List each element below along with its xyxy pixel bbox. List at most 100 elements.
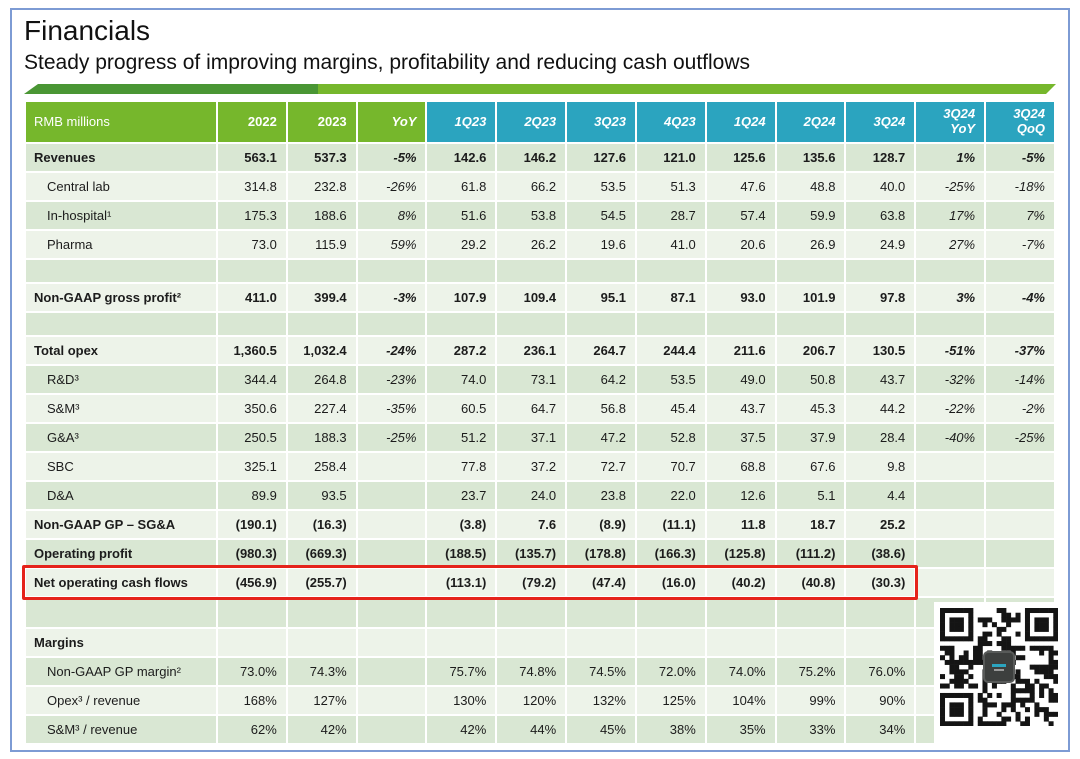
value-cell [776,260,845,282]
value-cell: 67.6 [776,453,845,480]
value-cell: 87.1 [636,284,705,311]
value-cell [567,629,635,656]
value-cell [986,511,1054,538]
value-cell [846,313,915,335]
column-header: 2023 [287,102,356,142]
row-label [26,313,216,335]
value-cell: 142.6 [427,144,496,171]
column-header: 2022 [218,102,286,142]
value-cell: 146.2 [497,144,566,171]
value-cell: 45.3 [776,395,845,422]
value-cell [916,540,985,567]
value-cell: 53.5 [636,366,705,393]
value-cell: 61.8 [427,173,496,200]
value-cell: 38% [636,716,705,743]
row-label [26,260,216,282]
table-row: Margins [26,629,1054,656]
column-header: 2Q24 [776,102,845,142]
value-cell: 73.1 [497,366,566,393]
value-cell [636,260,705,282]
header-row: RMB millions 2022 2023 YoY 1Q23 2Q23 3Q23 4Q23 1… [26,102,1054,142]
value-cell: 77.8 [427,453,496,480]
column-header: 1Q23 [427,102,496,142]
column-header: 2Q23 [497,102,566,142]
value-cell: 121.0 [636,144,705,171]
value-cell: 52.8 [636,424,705,451]
value-cell: (125.8) [706,540,775,567]
value-cell [287,313,356,335]
value-cell: (113.1) [427,569,496,596]
green-divider-bar [24,84,1056,94]
value-cell: (178.8) [567,540,635,567]
row-label: G&A³ [26,424,216,451]
value-cell: (456.9) [218,569,286,596]
row-label: S&M³ [26,395,216,422]
column-header: 3Q23 [567,102,635,142]
value-cell: 18.7 [776,511,845,538]
value-cell: (11.1) [636,511,705,538]
value-cell: 37.2 [497,453,566,480]
value-cell [986,313,1054,335]
value-cell [776,598,845,627]
value-cell: 125.6 [706,144,775,171]
value-cell: (40.2) [706,569,775,596]
value-cell: 537.3 [287,144,356,171]
value-cell [357,453,426,480]
value-cell: 75.2% [776,658,845,685]
value-cell: 132% [567,687,635,714]
value-cell: 168% [218,687,286,714]
value-cell [497,629,566,656]
value-cell: 264.8 [287,366,356,393]
value-cell: 44.2 [846,395,915,422]
value-cell: 250.5 [218,424,286,451]
value-cell: 43.7 [706,395,775,422]
value-cell: 59.9 [776,202,845,229]
value-cell: 45% [567,716,635,743]
value-cell: 37.1 [497,424,566,451]
page-subtitle: Steady progress of improving margins, pr… [24,51,751,74]
value-cell [287,260,356,282]
value-cell: 344.4 [218,366,286,393]
value-cell: -5% [986,144,1054,171]
column-header: RMB millions [26,102,216,142]
row-label: S&M³ / revenue [26,716,216,743]
value-cell [916,482,985,509]
value-cell: 23.8 [567,482,635,509]
value-cell: 28.7 [636,202,705,229]
value-cell: -32% [916,366,985,393]
value-cell: 128.7 [846,144,915,171]
value-cell [357,569,426,596]
value-cell: (166.3) [636,540,705,567]
value-cell: 40.0 [846,173,915,200]
value-cell: 73.0 [218,231,286,258]
value-cell [916,569,985,596]
value-cell [218,260,286,282]
column-header: 1Q24 [706,102,775,142]
value-cell [357,540,426,567]
column-header: 3Q24 [846,102,915,142]
value-cell: (135.7) [497,540,566,567]
value-cell: 97.8 [846,284,915,311]
value-cell: 33% [776,716,845,743]
value-cell: 12.6 [706,482,775,509]
table-row: Revenues 563.1 537.3 -5% 142.6 146.2 127.6 121.… [26,144,1054,171]
column-header: 4Q23 [636,102,705,142]
value-cell: 37.9 [776,424,845,451]
value-cell: -2% [986,395,1054,422]
value-cell: -37% [986,337,1054,364]
column-header: YoY [357,102,426,142]
value-cell [357,260,426,282]
value-cell: -25% [986,424,1054,451]
value-cell [846,598,915,627]
value-cell: 22.0 [636,482,705,509]
value-cell: 17% [916,202,985,229]
table-row: S&M³ / revenue 62% 42% 42% 44% 45% 38% 35% 33% 34… [26,716,1054,743]
value-cell: 29.2 [427,231,496,258]
value-cell: 26.2 [497,231,566,258]
value-cell [427,629,496,656]
value-cell: 115.9 [287,231,356,258]
table-row: Total opex 1,360.5 1,032.4 -24% 287.2 236.1 26… [26,337,1054,364]
value-cell: -7% [986,231,1054,258]
value-cell: 7% [986,202,1054,229]
value-cell: 24.0 [497,482,566,509]
